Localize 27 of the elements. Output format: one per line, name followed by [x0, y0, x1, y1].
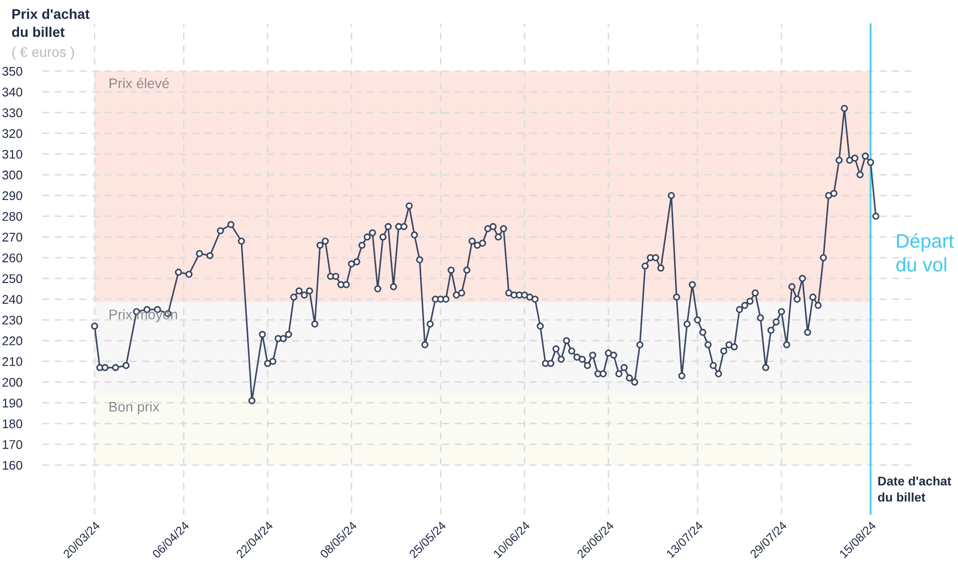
y-tick-label: 160 — [2, 460, 22, 470]
y-tick-label: 340 — [2, 88, 22, 96]
y-tick-label: 240 — [2, 294, 22, 304]
y-tick-label: 200 — [2, 378, 22, 387]
y-tick-label: 300 — [2, 170, 22, 180]
y-tick-label: 260 — [2, 253, 22, 262]
y-tick-label: 290 — [2, 191, 22, 200]
band-label: Bon prix — [110, 401, 160, 414]
x-axis-title: Date d'achat du billet — [878, 476, 952, 502]
y-tick-label: 190 — [2, 398, 22, 408]
ref-line-label: Départ du vol — [896, 233, 954, 272]
annotation: ( € euros ) — [12, 46, 74, 60]
y-tick-label: 180 — [2, 419, 22, 428]
y-tick-label: 250 — [2, 274, 22, 284]
y-tick-label: 230 — [2, 316, 22, 325]
band-label: Prix moyen — [110, 309, 178, 322]
y-tick-label: 320 — [2, 129, 22, 138]
y-tick-label: 170 — [2, 440, 22, 449]
y-tick-label: 270 — [2, 232, 22, 242]
y-tick-label: 220 — [2, 336, 22, 346]
y-tick-label: 350 — [2, 66, 22, 76]
y-tick-label: 210 — [2, 357, 22, 366]
y-axis-title: Prix d'achat du billet — [12, 8, 90, 37]
y-tick-label: 330 — [2, 108, 22, 118]
band-label: Prix élevé — [110, 78, 169, 88]
y-tick-label: 280 — [2, 212, 22, 221]
y-tick-label: 310 — [2, 150, 22, 159]
